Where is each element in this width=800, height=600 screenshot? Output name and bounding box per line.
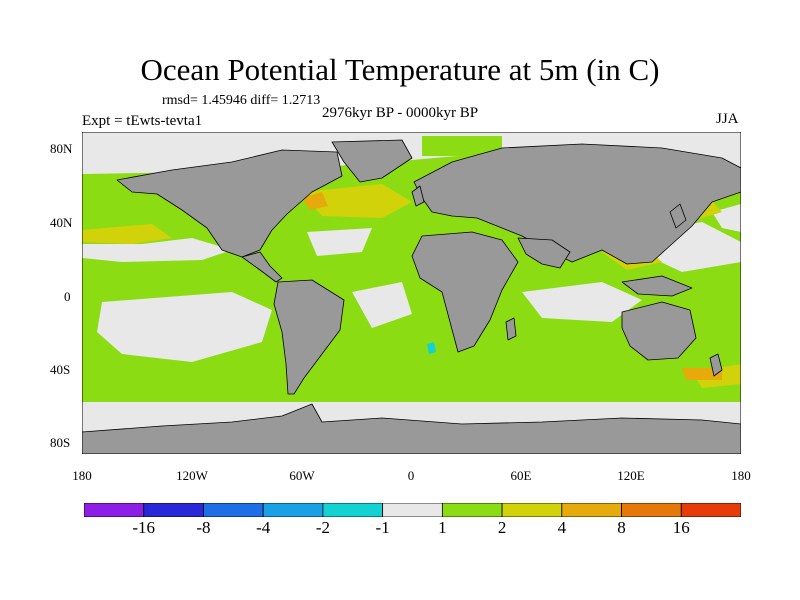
land [82, 139, 741, 454]
colorbar-label: -4 [256, 518, 271, 537]
new-zealand [709, 353, 723, 377]
colorbar-swatch [203, 503, 264, 517]
colorbar-label: 2 [497, 518, 507, 537]
lon-label-120e: 120E [617, 468, 645, 483]
colorbar-label: -8 [196, 518, 211, 537]
colorbar-swatch [621, 503, 682, 517]
colorbar-label: -1 [375, 518, 390, 537]
madagascar [505, 317, 517, 341]
lon-label-120w: 120W [176, 468, 208, 483]
colorbar-label: 8 [617, 518, 626, 537]
colorbar-swatch [143, 503, 204, 517]
colorbar-swatch [84, 503, 145, 517]
colorbar-swatch [322, 503, 384, 517]
colorbar-label: -2 [315, 518, 330, 537]
lon-label-180w: 180 [72, 468, 92, 483]
colorbar-swatch [501, 503, 563, 517]
lon-label-60w: 60W [289, 468, 315, 483]
colorbar-label: 4 [557, 518, 567, 537]
colorbar-label: 1 [438, 518, 447, 537]
colorbar [84, 503, 741, 517]
colorbar-swatch [262, 503, 324, 517]
lat-label-80s: 80S [50, 435, 71, 450]
greenland [331, 139, 413, 183]
africa [411, 231, 519, 353]
lon-label-180e: 180 [731, 468, 751, 483]
temperature-map [82, 132, 741, 454]
uk [411, 185, 425, 207]
lat-label-0: 0 [64, 289, 71, 304]
indonesia [621, 275, 693, 297]
lon-label-0: 0 [407, 468, 415, 483]
colorbar-label: -16 [132, 518, 156, 537]
period-label: 2976kyr BP - 0000kyr BP [322, 105, 479, 121]
map-title: Ocean Potential Temperature at 5m (in C) [140, 52, 660, 87]
lat-label-40n: 40N [50, 215, 73, 230]
experiment-label: Expt = tEwts-tevta1 [82, 113, 203, 129]
lon-label-60e: 60E [510, 468, 532, 483]
season-label: JJA [716, 111, 739, 127]
south-america [273, 279, 345, 395]
north-america [116, 149, 343, 258]
colorbar-label: 16 [672, 518, 690, 537]
japan [669, 203, 687, 229]
colorbar-swatch [680, 503, 741, 517]
colorbar-swatch [382, 503, 443, 517]
antarctica [82, 403, 741, 454]
colorbar-swatch [561, 503, 622, 517]
lat-label-80n: 80N [50, 141, 73, 156]
arabia-india [517, 237, 571, 269]
eurasia [413, 143, 741, 265]
central-america [241, 251, 283, 283]
lat-label-40s: 40S [50, 362, 71, 377]
colorbar-swatch [441, 503, 503, 517]
australia [621, 301, 697, 361]
stats-text: rmsd= 1.45946 diff= 1.2713 [162, 93, 321, 108]
